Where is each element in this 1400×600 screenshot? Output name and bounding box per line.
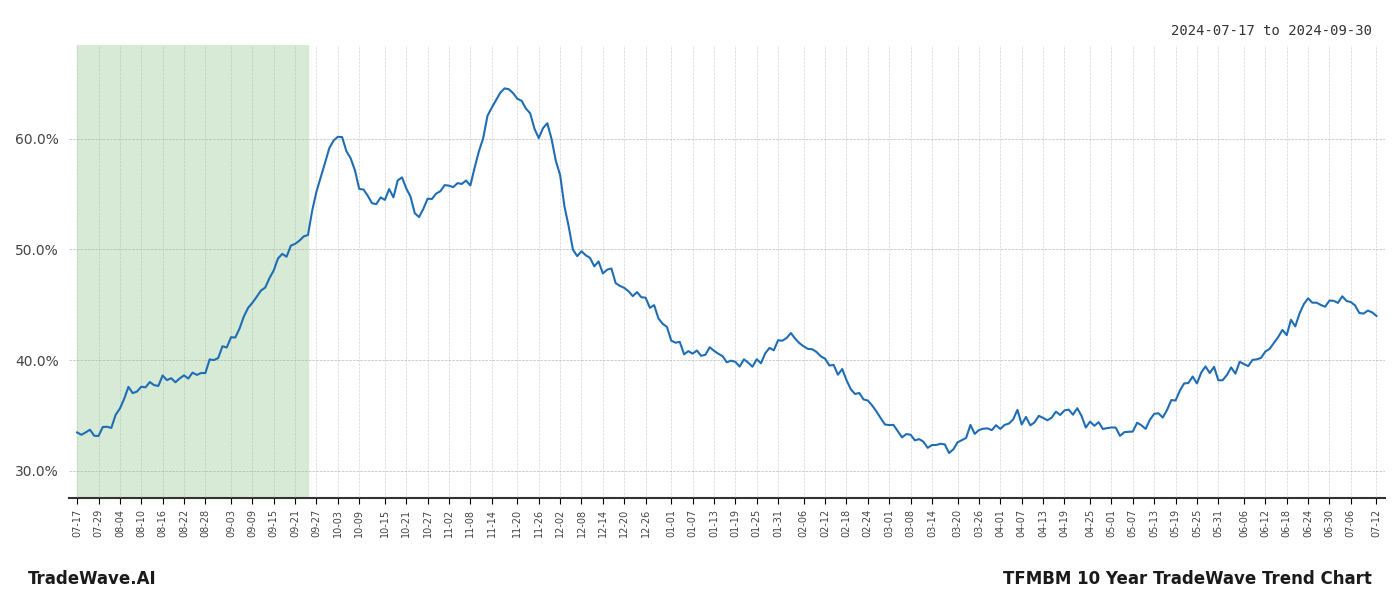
Text: TradeWave.AI: TradeWave.AI <box>28 570 157 588</box>
Bar <box>77 45 308 498</box>
Text: 2024-07-17 to 2024-09-30: 2024-07-17 to 2024-09-30 <box>1170 24 1372 38</box>
Text: TFMBM 10 Year TradeWave Trend Chart: TFMBM 10 Year TradeWave Trend Chart <box>1004 570 1372 588</box>
